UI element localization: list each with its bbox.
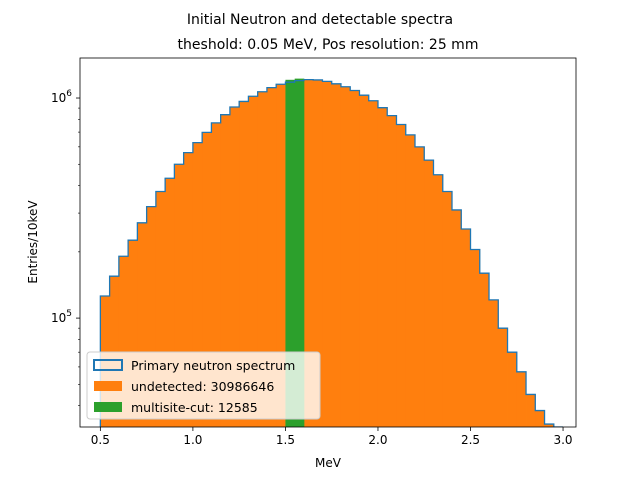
bar-undetected-6 [155, 191, 166, 427]
y-axis: 105 106 [51, 89, 80, 406]
legend: Primary neutron spectrum undetected: 309… [86, 351, 321, 420]
chart-subtitle: theshold: 0.05 MeV, Pos resolution: 25 m… [178, 37, 479, 53]
bar-undetected-23 [313, 79, 323, 427]
bar-undetected-16 [248, 96, 259, 427]
x-tick-label: 1.5 [276, 433, 295, 447]
legend-label-undetected: undetected: 30986646 [131, 379, 274, 394]
axes-frame [79, 57, 577, 428]
bar-undetected-28 [359, 95, 370, 427]
y-tick-label: 106 [51, 89, 72, 105]
legend-box [86, 351, 321, 420]
bar-undetected-5 [146, 206, 157, 427]
bar-undetected-17 [257, 91, 268, 427]
bar-undetected-47 [535, 410, 545, 427]
x-tick-label: 0.5 [91, 433, 110, 447]
bar-multisite-20 [285, 79, 296, 427]
bar-undetected-42 [489, 299, 499, 427]
legend-swatch-primary [93, 359, 123, 371]
bar-undetected-37 [442, 191, 453, 427]
legend-label-primary: Primary neutron spectrum [131, 358, 295, 373]
bar-undetected-3 [128, 240, 138, 427]
legend-swatch-undetected [94, 381, 122, 391]
bar-undetected-9 [183, 152, 194, 427]
y-axis-label: Entries/10keV [26, 200, 40, 284]
bar-undetected-45 [516, 371, 527, 427]
bar-undetected-2 [118, 256, 129, 427]
bar-undetected-39 [461, 229, 471, 427]
legend-label-multisite: multisite-cut: 12585 [131, 400, 258, 415]
bar-undetected-48 [544, 424, 555, 427]
bar-undetected-31 [387, 115, 397, 427]
bar-undetected-19 [276, 84, 286, 427]
bar-undetected-15 [239, 101, 249, 427]
legend-swatch-multisite [94, 402, 122, 412]
y-tick-label: 105 [51, 309, 72, 325]
bar-undetected-38 [452, 209, 462, 427]
bar-undetected-8 [174, 164, 185, 427]
bar-undetected-44 [507, 352, 518, 427]
bar-undetected-43 [498, 328, 508, 427]
x-tick-label: 2.5 [461, 433, 480, 447]
bar-multisite-21 [294, 78, 305, 427]
bar-undetected-22 [303, 79, 314, 427]
bar-undetected-41 [479, 273, 490, 427]
bar-undetected-26 [340, 86, 351, 427]
bar-undetected-12 [211, 122, 222, 427]
x-tick-label: 3.0 [553, 433, 572, 447]
bar-undetected-33 [405, 134, 416, 427]
x-tick-label: 2.0 [368, 433, 387, 447]
bar-undetected-13 [220, 114, 231, 427]
bar-undetected-29 [368, 100, 379, 427]
bar-undetected-32 [396, 124, 407, 427]
bar-undetected-36 [433, 174, 444, 427]
x-axis: 0.5 1.0 1.5 2.0 2.5 3.0 [91, 427, 573, 447]
bar-undetected-40 [470, 249, 481, 427]
bar-undetected-27 [350, 90, 360, 427]
x-tick-label: 1.0 [183, 433, 202, 447]
bar-undetected-14 [229, 107, 240, 427]
bar-undetected-10 [192, 142, 203, 427]
bar-undetected-18 [266, 87, 277, 427]
bar-undetected-7 [165, 178, 175, 427]
bar-undetected-25 [331, 83, 342, 427]
x-axis-label: MeV [315, 456, 342, 470]
bar-undetected-35 [424, 160, 434, 427]
bar-undetected-34 [414, 146, 425, 427]
bar-undetected-46 [526, 394, 536, 427]
chart-title: Initial Neutron and detectable spectra [187, 12, 453, 28]
bar-undetected-11 [202, 132, 212, 427]
bar-undetected-4 [137, 222, 148, 427]
bar-undetected-30 [377, 107, 388, 427]
plot-area [99, 78, 564, 427]
series-primary-step-line [99, 78, 564, 427]
bar-undetected-24 [322, 81, 333, 427]
